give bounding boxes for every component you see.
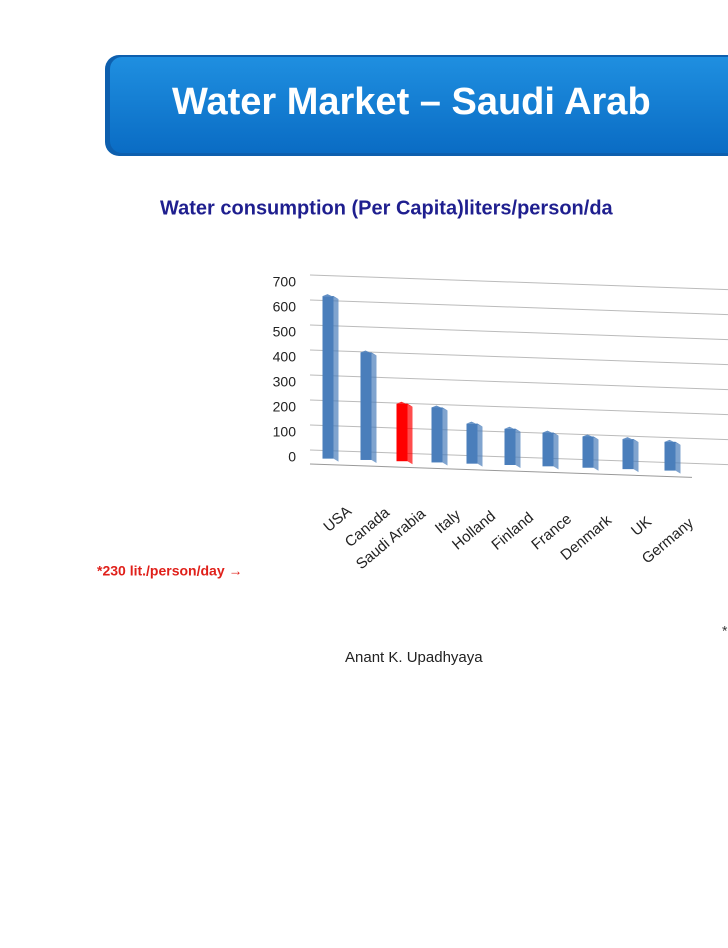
bar-top bbox=[542, 430, 559, 436]
bar bbox=[542, 432, 554, 467]
chart-title: Water consumption (Per Capita)liters/per… bbox=[160, 197, 614, 219]
bar-top bbox=[504, 426, 521, 432]
bar bbox=[504, 428, 516, 465]
title-box bbox=[110, 57, 728, 153]
bar-side bbox=[477, 423, 483, 467]
bar-top bbox=[396, 401, 413, 407]
y-tick-label: 600 bbox=[273, 299, 297, 315]
bar-top bbox=[431, 405, 448, 411]
author: Anant K. Upadhyaya bbox=[345, 649, 483, 666]
bar bbox=[664, 441, 676, 471]
bar-side bbox=[593, 436, 599, 471]
bar bbox=[322, 296, 334, 459]
bar bbox=[396, 403, 408, 462]
grid-line bbox=[309, 324, 728, 341]
bar-top bbox=[466, 421, 483, 427]
footnote-mark: * bbox=[722, 623, 728, 639]
grid-line bbox=[309, 274, 728, 291]
y-tick-label: 300 bbox=[273, 374, 297, 390]
y-tick-label: 500 bbox=[273, 324, 297, 340]
floor-edge bbox=[309, 463, 693, 478]
slide-title: Water Market – Saudi Arab bbox=[172, 81, 651, 123]
bar-top bbox=[622, 437, 639, 443]
x-tick-label: Finland bbox=[488, 509, 537, 554]
bar-side bbox=[407, 403, 413, 465]
bar bbox=[466, 423, 478, 464]
bar-side bbox=[675, 441, 681, 474]
y-tick-label: 100 bbox=[273, 424, 297, 440]
bar-top bbox=[582, 434, 599, 440]
annotation: *230 lit./person/day → bbox=[97, 563, 243, 579]
grid-line bbox=[309, 374, 728, 391]
bar-side bbox=[442, 407, 448, 466]
bar bbox=[582, 436, 594, 468]
y-tick-label: 700 bbox=[273, 274, 297, 290]
y-tick-label: 400 bbox=[273, 349, 297, 365]
y-tick-label: 200 bbox=[273, 399, 297, 415]
bar bbox=[431, 407, 443, 463]
bar-top bbox=[664, 439, 681, 445]
bar-side bbox=[333, 296, 339, 462]
bar bbox=[360, 352, 372, 460]
bar-top bbox=[360, 350, 377, 356]
bar bbox=[622, 439, 634, 470]
x-tick-label: UK bbox=[628, 513, 655, 539]
bar-side bbox=[633, 439, 639, 473]
bar-side bbox=[371, 352, 377, 463]
grid-line bbox=[309, 399, 728, 416]
grid-line bbox=[309, 299, 728, 316]
bar-side bbox=[515, 428, 521, 468]
bar-top bbox=[322, 294, 339, 300]
y-tick-label: 0 bbox=[288, 449, 296, 465]
grid-line bbox=[309, 349, 728, 366]
bar-side bbox=[553, 432, 559, 470]
